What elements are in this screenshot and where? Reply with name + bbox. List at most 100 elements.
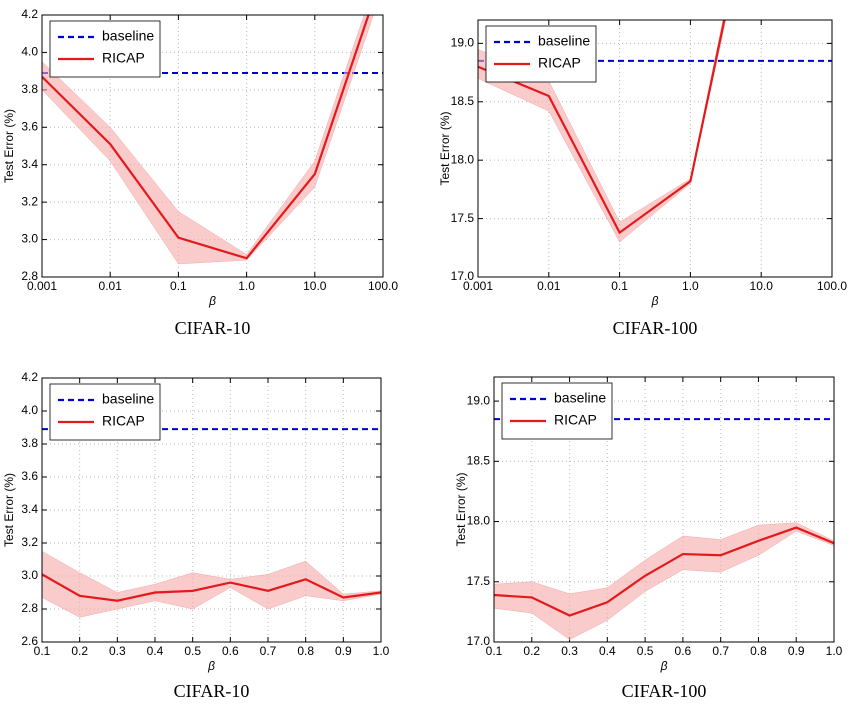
legend-label: baseline — [538, 33, 590, 49]
caption: CIFAR-10 — [175, 318, 251, 338]
y-tick-label: 3.6 — [21, 469, 38, 483]
series-line — [478, 20, 726, 235]
series-line — [42, 573, 381, 602]
legend-label: baseline — [554, 390, 606, 406]
plot-data — [42, 428, 381, 618]
legend-box — [485, 25, 597, 83]
x-tick-label: 0.3 — [561, 644, 578, 658]
x-tick-label: 100.0 — [817, 279, 847, 293]
y-tick-label: 2.6 — [21, 634, 38, 648]
y-tick-label: 17.5 — [467, 574, 491, 588]
legend-label: RICAP — [538, 55, 581, 71]
x-tick-label: 0.7 — [712, 644, 729, 658]
legend-label: RICAP — [554, 412, 597, 428]
x-tick-label: 0.8 — [297, 644, 314, 658]
y-tick-label: 17.0 — [451, 269, 475, 283]
y-tick-label: 3.0 — [21, 232, 38, 246]
plot-frame — [493, 376, 835, 643]
legend-label: RICAP — [102, 50, 145, 66]
y-tick-label: 3.8 — [21, 436, 38, 450]
y-tick-label: 19.0 — [467, 393, 491, 407]
x-tick-label: 0.01 — [99, 279, 123, 293]
y-tick-label: 18.0 — [451, 152, 475, 166]
x-tick-label: 1.0 — [238, 279, 255, 293]
x-tick-label: 0.5 — [184, 644, 201, 658]
y-tick-label: 2.8 — [21, 269, 38, 283]
x-tick-label: 0.3 — [109, 644, 126, 658]
y-tick-label: 17.0 — [467, 634, 491, 648]
subplot: 17.0 17.5 18.0 18.5 19.0 0.1 0.2 0.3 0.4 0.5 0.6 0.… — [454, 376, 843, 701]
x-tick-label: 0.9 — [788, 644, 805, 658]
x-tick-label: 10.0 — [750, 279, 774, 293]
legend-label: RICAP — [102, 413, 145, 429]
y-tick-label: 3.2 — [21, 194, 38, 208]
x-tick-label: 0.1 — [486, 644, 503, 658]
error-band — [42, 15, 374, 265]
x-tick-label: 0.6 — [222, 644, 239, 658]
legend-box — [49, 20, 161, 78]
y-axis-label: Test Error (%) — [2, 109, 16, 183]
x-tick-label: 0.4 — [147, 644, 164, 658]
y-tick-label: 17.5 — [451, 211, 475, 225]
y-tick-label: 3.4 — [21, 157, 38, 171]
y-tick-label: 3.6 — [21, 119, 38, 133]
x-tick-label: 0.6 — [675, 644, 692, 658]
y-tick-label: 3.0 — [21, 568, 38, 582]
x-tick-label: 10.0 — [303, 279, 327, 293]
legend-box — [49, 383, 161, 441]
y-axis-label: Test Error (%) — [2, 473, 16, 547]
plot-frame — [477, 19, 833, 278]
legend-label: baseline — [102, 391, 154, 407]
x-tick-label: 0.1 — [34, 644, 51, 658]
x-tick-label: 0.2 — [71, 644, 88, 658]
error-band — [42, 550, 381, 618]
error-band — [494, 522, 834, 640]
caption: CIFAR-10 — [174, 681, 250, 701]
y-tick-label: 4.2 — [21, 7, 38, 21]
x-tick-label: 0.7 — [260, 644, 277, 658]
x-tick-label: 0.1 — [611, 279, 628, 293]
y-tick-label: 3.2 — [21, 535, 38, 549]
x-tick-label: 1.0 — [826, 644, 843, 658]
plot-frame — [41, 377, 382, 643]
x-axis-label: β — [207, 659, 215, 673]
x-axis-label: β — [651, 294, 659, 308]
y-axis-label: Test Error (%) — [454, 472, 468, 546]
caption: CIFAR-100 — [622, 681, 707, 701]
y-tick-label: 3.4 — [21, 502, 38, 516]
y-tick-label: 18.5 — [451, 94, 475, 108]
y-tick-label: 18.5 — [467, 453, 491, 467]
x-tick-label: 1.0 — [682, 279, 699, 293]
x-tick-label: 0.9 — [335, 644, 352, 658]
x-tick-label: 100.0 — [368, 279, 398, 293]
series-line — [42, 15, 370, 260]
y-axis-label: Test Error (%) — [438, 111, 452, 185]
subplot: 2.6 2.8 3.0 3.2 3.4 3.6 3.8 4.0 4.2 0.1 0.2 0.3 0.4 0… — [2, 370, 389, 701]
x-tick-label: 0.2 — [523, 644, 540, 658]
x-tick-label: 0.4 — [599, 644, 616, 658]
y-tick-label: 18.0 — [467, 514, 491, 528]
plot-data — [494, 418, 834, 640]
x-tick-label: 0.01 — [537, 279, 561, 293]
x-axis-label: β — [660, 659, 668, 673]
y-tick-label: 19.0 — [451, 36, 475, 50]
x-axis-label: β — [208, 294, 216, 308]
y-tick-label: 4.0 — [21, 403, 38, 417]
series-line — [494, 526, 834, 617]
legend-box — [501, 382, 613, 440]
plot-frame — [41, 14, 384, 278]
caption: CIFAR-100 — [613, 318, 698, 338]
subplot: 17.0 17.5 18.0 18.5 19.0 0.001 0.01 0.1 1.0 10.0 1… — [438, 19, 847, 338]
x-tick-label: 0.001 — [27, 279, 57, 293]
y-tick-label: 4.2 — [21, 370, 38, 384]
x-tick-label: 0.1 — [170, 279, 187, 293]
x-tick-label: 0.5 — [637, 644, 654, 658]
plot-data — [42, 15, 383, 265]
plot-data — [478, 20, 832, 243]
legend-label: baseline — [102, 28, 154, 44]
x-tick-label: 1.0 — [373, 644, 390, 658]
y-tick-label: 3.8 — [21, 82, 38, 96]
y-tick-label: 2.8 — [21, 601, 38, 615]
x-tick-label: 0.8 — [750, 644, 767, 658]
